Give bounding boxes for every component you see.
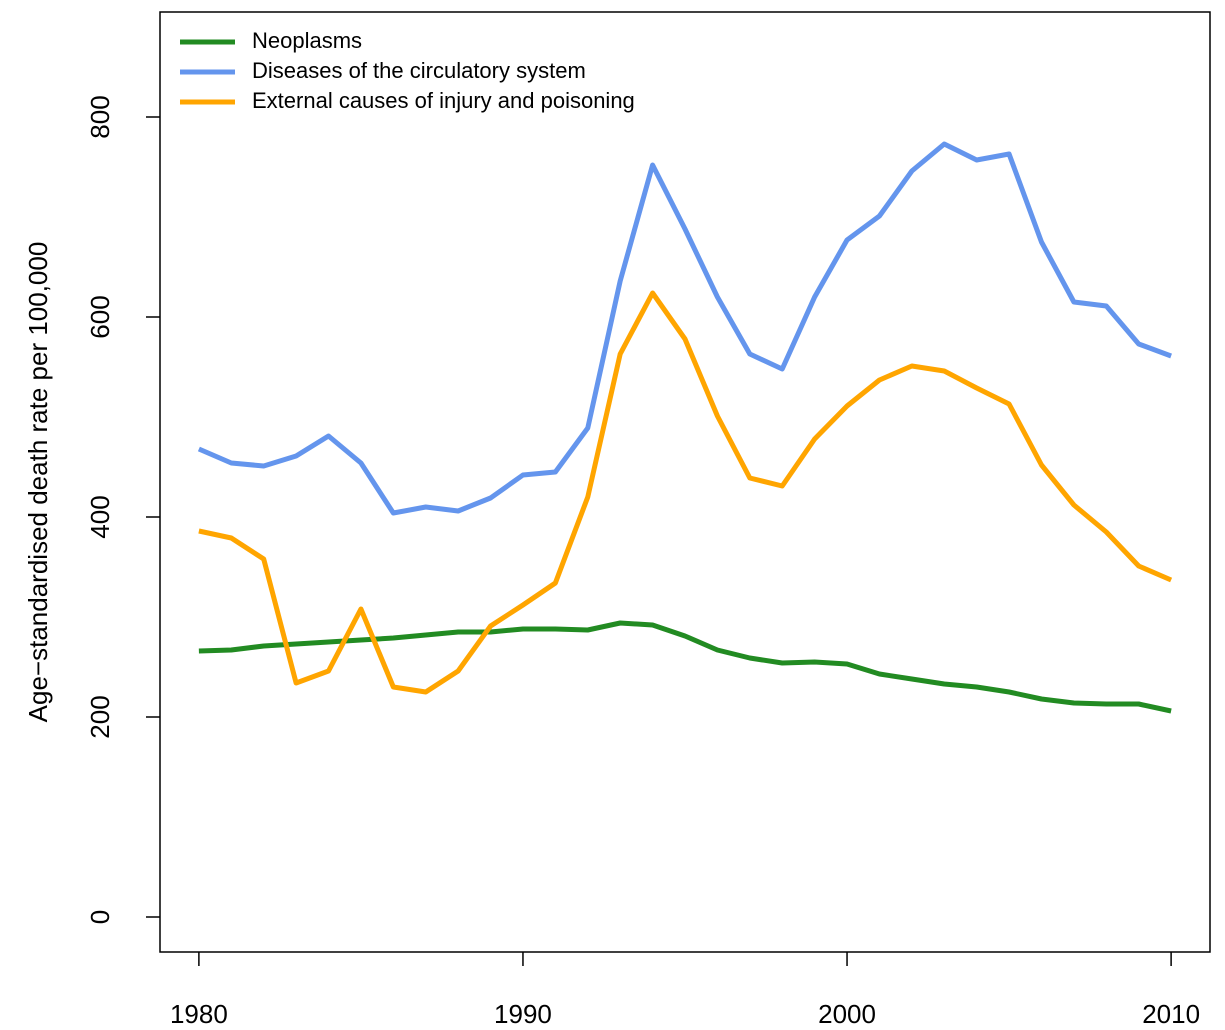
series-line	[198, 620, 1172, 714]
y-tick-label: 800	[85, 95, 115, 138]
legend-label: External causes of injury and poisoning	[252, 88, 635, 113]
y-axis-label: Age−standardised death rate per 100,000	[23, 242, 53, 723]
y-tick-label: 600	[85, 295, 115, 338]
legend-label: Diseases of the circulatory system	[252, 58, 586, 83]
plot-frame	[159, 11, 1211, 953]
legend-label: Neoplasms	[252, 28, 362, 53]
x-tick-label: 2000	[818, 999, 876, 1029]
y-tick-label: 200	[85, 695, 115, 738]
y-tick-label: 0	[85, 910, 115, 924]
series-line	[197, 141, 1172, 516]
series-line	[198, 290, 1173, 695]
x-tick-label: 2010	[1142, 999, 1200, 1029]
x-tick-label: 1980	[170, 999, 228, 1029]
y-tick-label: 400	[85, 495, 115, 538]
x-tick-label: 1990	[494, 999, 552, 1029]
